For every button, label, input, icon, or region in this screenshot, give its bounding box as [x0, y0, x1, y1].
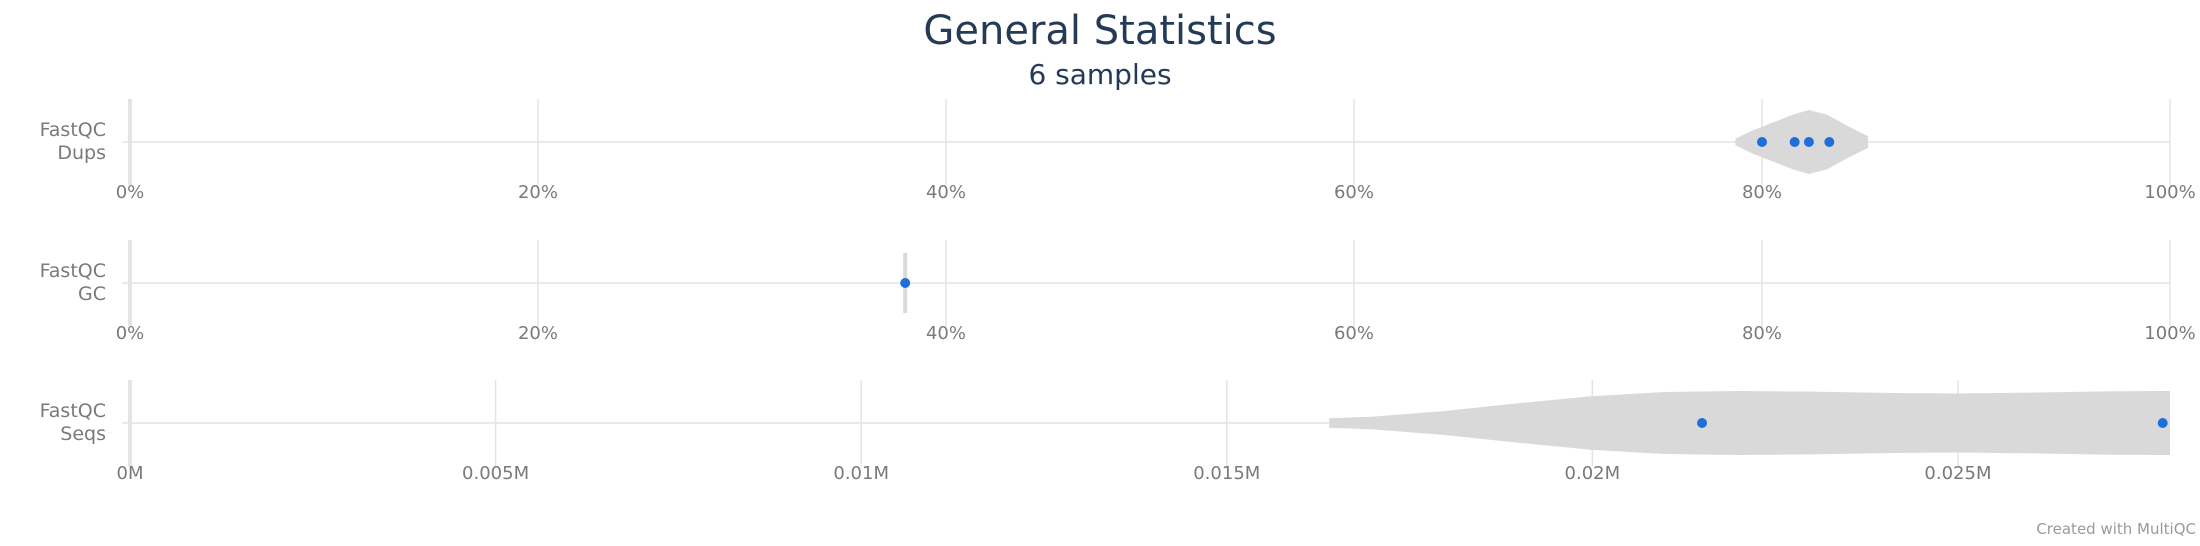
row-label: FastQC: [40, 400, 106, 422]
chart-title: General Statistics: [923, 8, 1277, 54]
tick-label: 0.02M: [1565, 463, 1621, 484]
tick-label: 0.01M: [833, 463, 889, 484]
row-label: FastQC: [40, 260, 106, 282]
tick-label: 0.015M: [1193, 463, 1260, 484]
chart-subtitle: 6 samples: [1028, 58, 1172, 91]
tick-label: 60%: [1334, 323, 1374, 344]
row-label: Dups: [57, 142, 106, 164]
tick-label: 40%: [926, 182, 966, 203]
tick-label: 40%: [926, 323, 966, 344]
data-point: [1824, 137, 1835, 147]
data-point: [1697, 418, 1708, 428]
violin-shape: [1329, 391, 2170, 455]
tick-label: 0%: [116, 182, 145, 203]
tick-label: 60%: [1334, 182, 1374, 203]
data-point: [2157, 418, 2168, 428]
data-point: [1789, 137, 1800, 147]
tick-label: 0%: [116, 323, 145, 344]
tick-label: 20%: [518, 182, 558, 203]
row-label: FastQC: [40, 119, 106, 141]
violin-shape: [1735, 110, 1869, 174]
tick-label: 0M: [117, 463, 144, 484]
data-point: [1803, 137, 1814, 147]
row-label: Seqs: [60, 423, 106, 445]
tick-label: 80%: [1742, 182, 1782, 203]
multiqc-credit: Created with MultiQC: [2036, 520, 2196, 538]
row-label: GC: [78, 283, 106, 305]
tick-label: 80%: [1742, 323, 1782, 344]
data-point: [1757, 137, 1767, 147]
tick-label: 100%: [2144, 323, 2195, 344]
tick-label: 20%: [518, 323, 558, 344]
tick-label: 0.005M: [462, 463, 529, 484]
tick-label: 0.025M: [1924, 463, 1991, 484]
tick-label: 100%: [2144, 182, 2195, 203]
data-point: [900, 278, 911, 288]
